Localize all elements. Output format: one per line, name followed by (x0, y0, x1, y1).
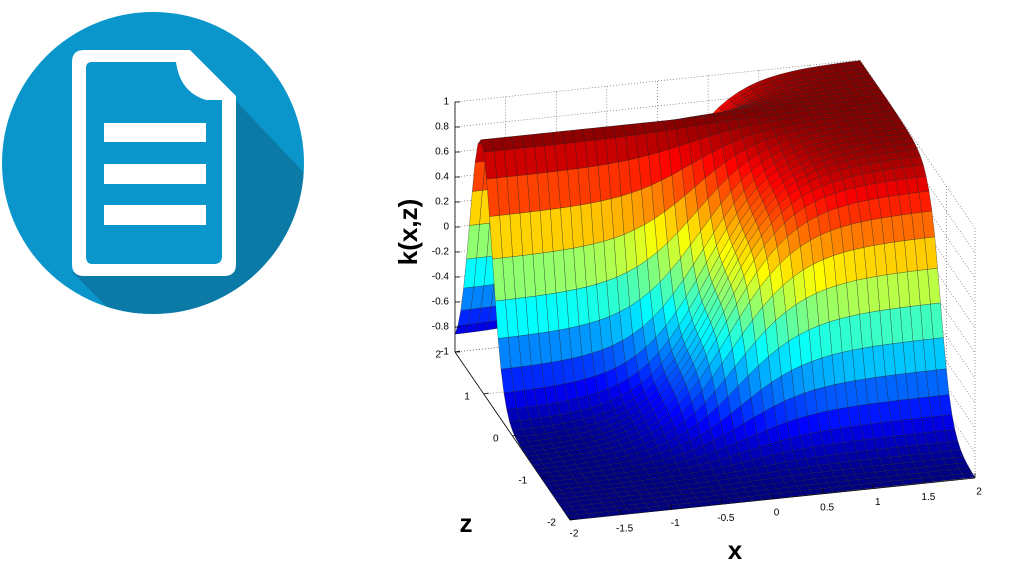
tick-mark (512, 434, 518, 437)
vertical-tick-label: -0.4 (432, 272, 450, 283)
vertical-tick-label: 0.2 (435, 197, 449, 208)
icon-line (104, 123, 206, 142)
x-tick-label: -0.5 (717, 513, 735, 524)
z-tick-label: 2 (435, 350, 441, 361)
x-tick-label: 0 (774, 508, 780, 519)
axis-labels: k(x,z) x z 1 0.8 0.6 0.4 0.2 0 -0.2 -0.4 -0.6 -0.… (393, 97, 982, 565)
z-tick-label: 0 (493, 434, 499, 445)
tick-mark (541, 476, 547, 479)
vertical-tick-label: 0.4 (435, 172, 449, 183)
z-tick-label: -2 (547, 518, 556, 529)
tick-mark (569, 518, 576, 521)
vertical-axis-label: k(x,z) (393, 199, 423, 265)
z-axis-label: z (460, 508, 473, 538)
grid-line (454, 59, 861, 103)
vertical-tick-label: 0.8 (435, 122, 449, 133)
x-tick-label: 2 (976, 487, 982, 498)
x-axis-label: x (728, 535, 743, 565)
x-tick-label: 1.5 (921, 492, 935, 503)
z-tick-label: -1 (518, 476, 527, 487)
x-tick-label: 1 (875, 497, 881, 508)
vertical-tick-label: -0.8 (432, 322, 450, 333)
x-tick-label: 0.5 (820, 502, 834, 513)
icon-line (104, 164, 206, 184)
vertical-tick-label: 1 (443, 97, 449, 108)
tick-mark (454, 350, 461, 353)
vertical-tick-label: 0 (443, 222, 449, 233)
x-tick-label: -1 (671, 518, 680, 529)
vertical-tick-label: -1 (440, 347, 449, 358)
vertical-tick-label: 0.6 (435, 147, 449, 158)
vertical-tick-label: -0.6 (432, 297, 450, 308)
icon-line (104, 205, 206, 225)
surface-plot: k(x,z) x z 1 0.8 0.6 0.4 0.2 0 -0.2 -0.4 -0.6 -0.… (393, 59, 982, 565)
document-icon (2, 12, 304, 314)
x-tick-label: -2 (570, 529, 579, 540)
x-tick-label: -1.5 (616, 523, 634, 534)
vertical-tick-label: -0.2 (432, 247, 450, 258)
tick-mark (483, 392, 489, 395)
z-tick-label: 1 (464, 392, 470, 403)
surface (454, 60, 976, 521)
